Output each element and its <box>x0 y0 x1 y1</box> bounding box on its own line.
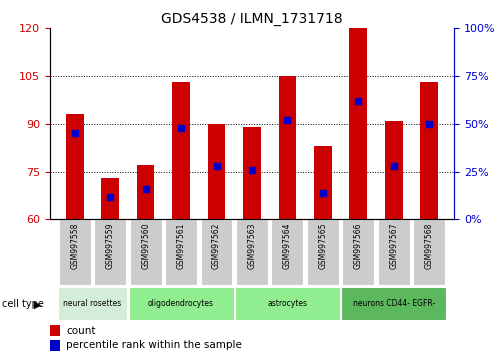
Bar <box>101 178 119 219</box>
Bar <box>137 165 155 219</box>
Bar <box>59 219 91 285</box>
Bar <box>307 219 339 285</box>
Bar <box>50 340 60 351</box>
Text: GSM997567: GSM997567 <box>389 223 398 269</box>
Text: GSM997560: GSM997560 <box>141 223 150 269</box>
Bar <box>50 325 60 336</box>
Text: cell type: cell type <box>2 299 44 309</box>
Text: astrocytes: astrocytes <box>267 299 307 308</box>
Bar <box>208 124 226 219</box>
Text: ▶: ▶ <box>34 299 41 309</box>
Text: GSM997566: GSM997566 <box>354 223 363 269</box>
Text: neural rosettes: neural rosettes <box>63 299 122 308</box>
Text: GSM997563: GSM997563 <box>248 223 256 269</box>
Bar <box>165 219 197 285</box>
Bar <box>421 82 438 219</box>
Bar <box>129 287 234 320</box>
Bar <box>94 219 126 285</box>
Bar <box>314 146 332 219</box>
Text: GSM997561: GSM997561 <box>177 223 186 269</box>
Bar <box>413 219 445 285</box>
Text: count: count <box>66 326 96 336</box>
Bar <box>349 28 367 219</box>
Bar <box>235 287 340 320</box>
Text: GSM997559: GSM997559 <box>106 223 115 269</box>
Text: neurons CD44- EGFR-: neurons CD44- EGFR- <box>353 299 435 308</box>
Bar <box>66 114 84 219</box>
Bar <box>341 287 446 320</box>
Bar <box>172 82 190 219</box>
Bar <box>278 76 296 219</box>
Bar <box>130 219 162 285</box>
Text: percentile rank within the sample: percentile rank within the sample <box>66 340 242 350</box>
Text: GSM997565: GSM997565 <box>318 223 327 269</box>
Bar <box>58 287 127 320</box>
Text: GSM997562: GSM997562 <box>212 223 221 269</box>
Bar <box>236 219 268 285</box>
Text: oligodendrocytes: oligodendrocytes <box>148 299 214 308</box>
Bar <box>385 121 403 219</box>
Bar <box>243 127 261 219</box>
Bar <box>342 219 374 285</box>
Bar <box>378 219 410 285</box>
Bar <box>271 219 303 285</box>
Bar <box>201 219 233 285</box>
Text: GSM997568: GSM997568 <box>425 223 434 269</box>
Text: GSM997564: GSM997564 <box>283 223 292 269</box>
Title: GDS4538 / ILMN_1731718: GDS4538 / ILMN_1731718 <box>161 12 343 26</box>
Text: GSM997558: GSM997558 <box>70 223 79 269</box>
